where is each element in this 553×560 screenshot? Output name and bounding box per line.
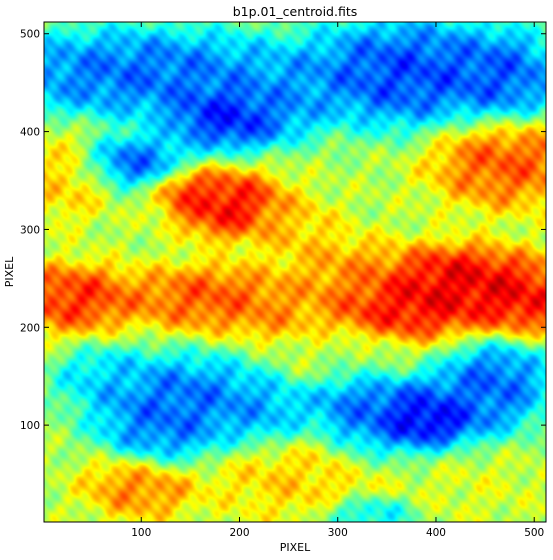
plot-frame (43, 21, 547, 523)
y-axis: 100 200 300 400 500 (20, 29, 546, 432)
y-tick-label: 300 (20, 224, 40, 236)
x-tick-label: 300 (328, 527, 348, 539)
y-tick-label: 500 (20, 29, 40, 41)
x-tick-label: 100 (131, 527, 151, 539)
heatmap-image (44, 22, 546, 522)
x-axis: 100 200 300 400 500 (131, 22, 544, 539)
y-tick-label: 200 (20, 322, 40, 334)
y-tick-label: 100 (20, 420, 40, 432)
y-axis-label: PIXEL (3, 256, 16, 287)
x-tick-label: 400 (426, 527, 446, 539)
y-tick-label: 400 (20, 127, 40, 139)
x-axis-label: PIXEL (280, 541, 311, 554)
x-tick-label: 500 (524, 527, 544, 539)
x-tick-label: 200 (229, 527, 249, 539)
chart-title: b1p.01_centroid.fits (233, 4, 358, 19)
